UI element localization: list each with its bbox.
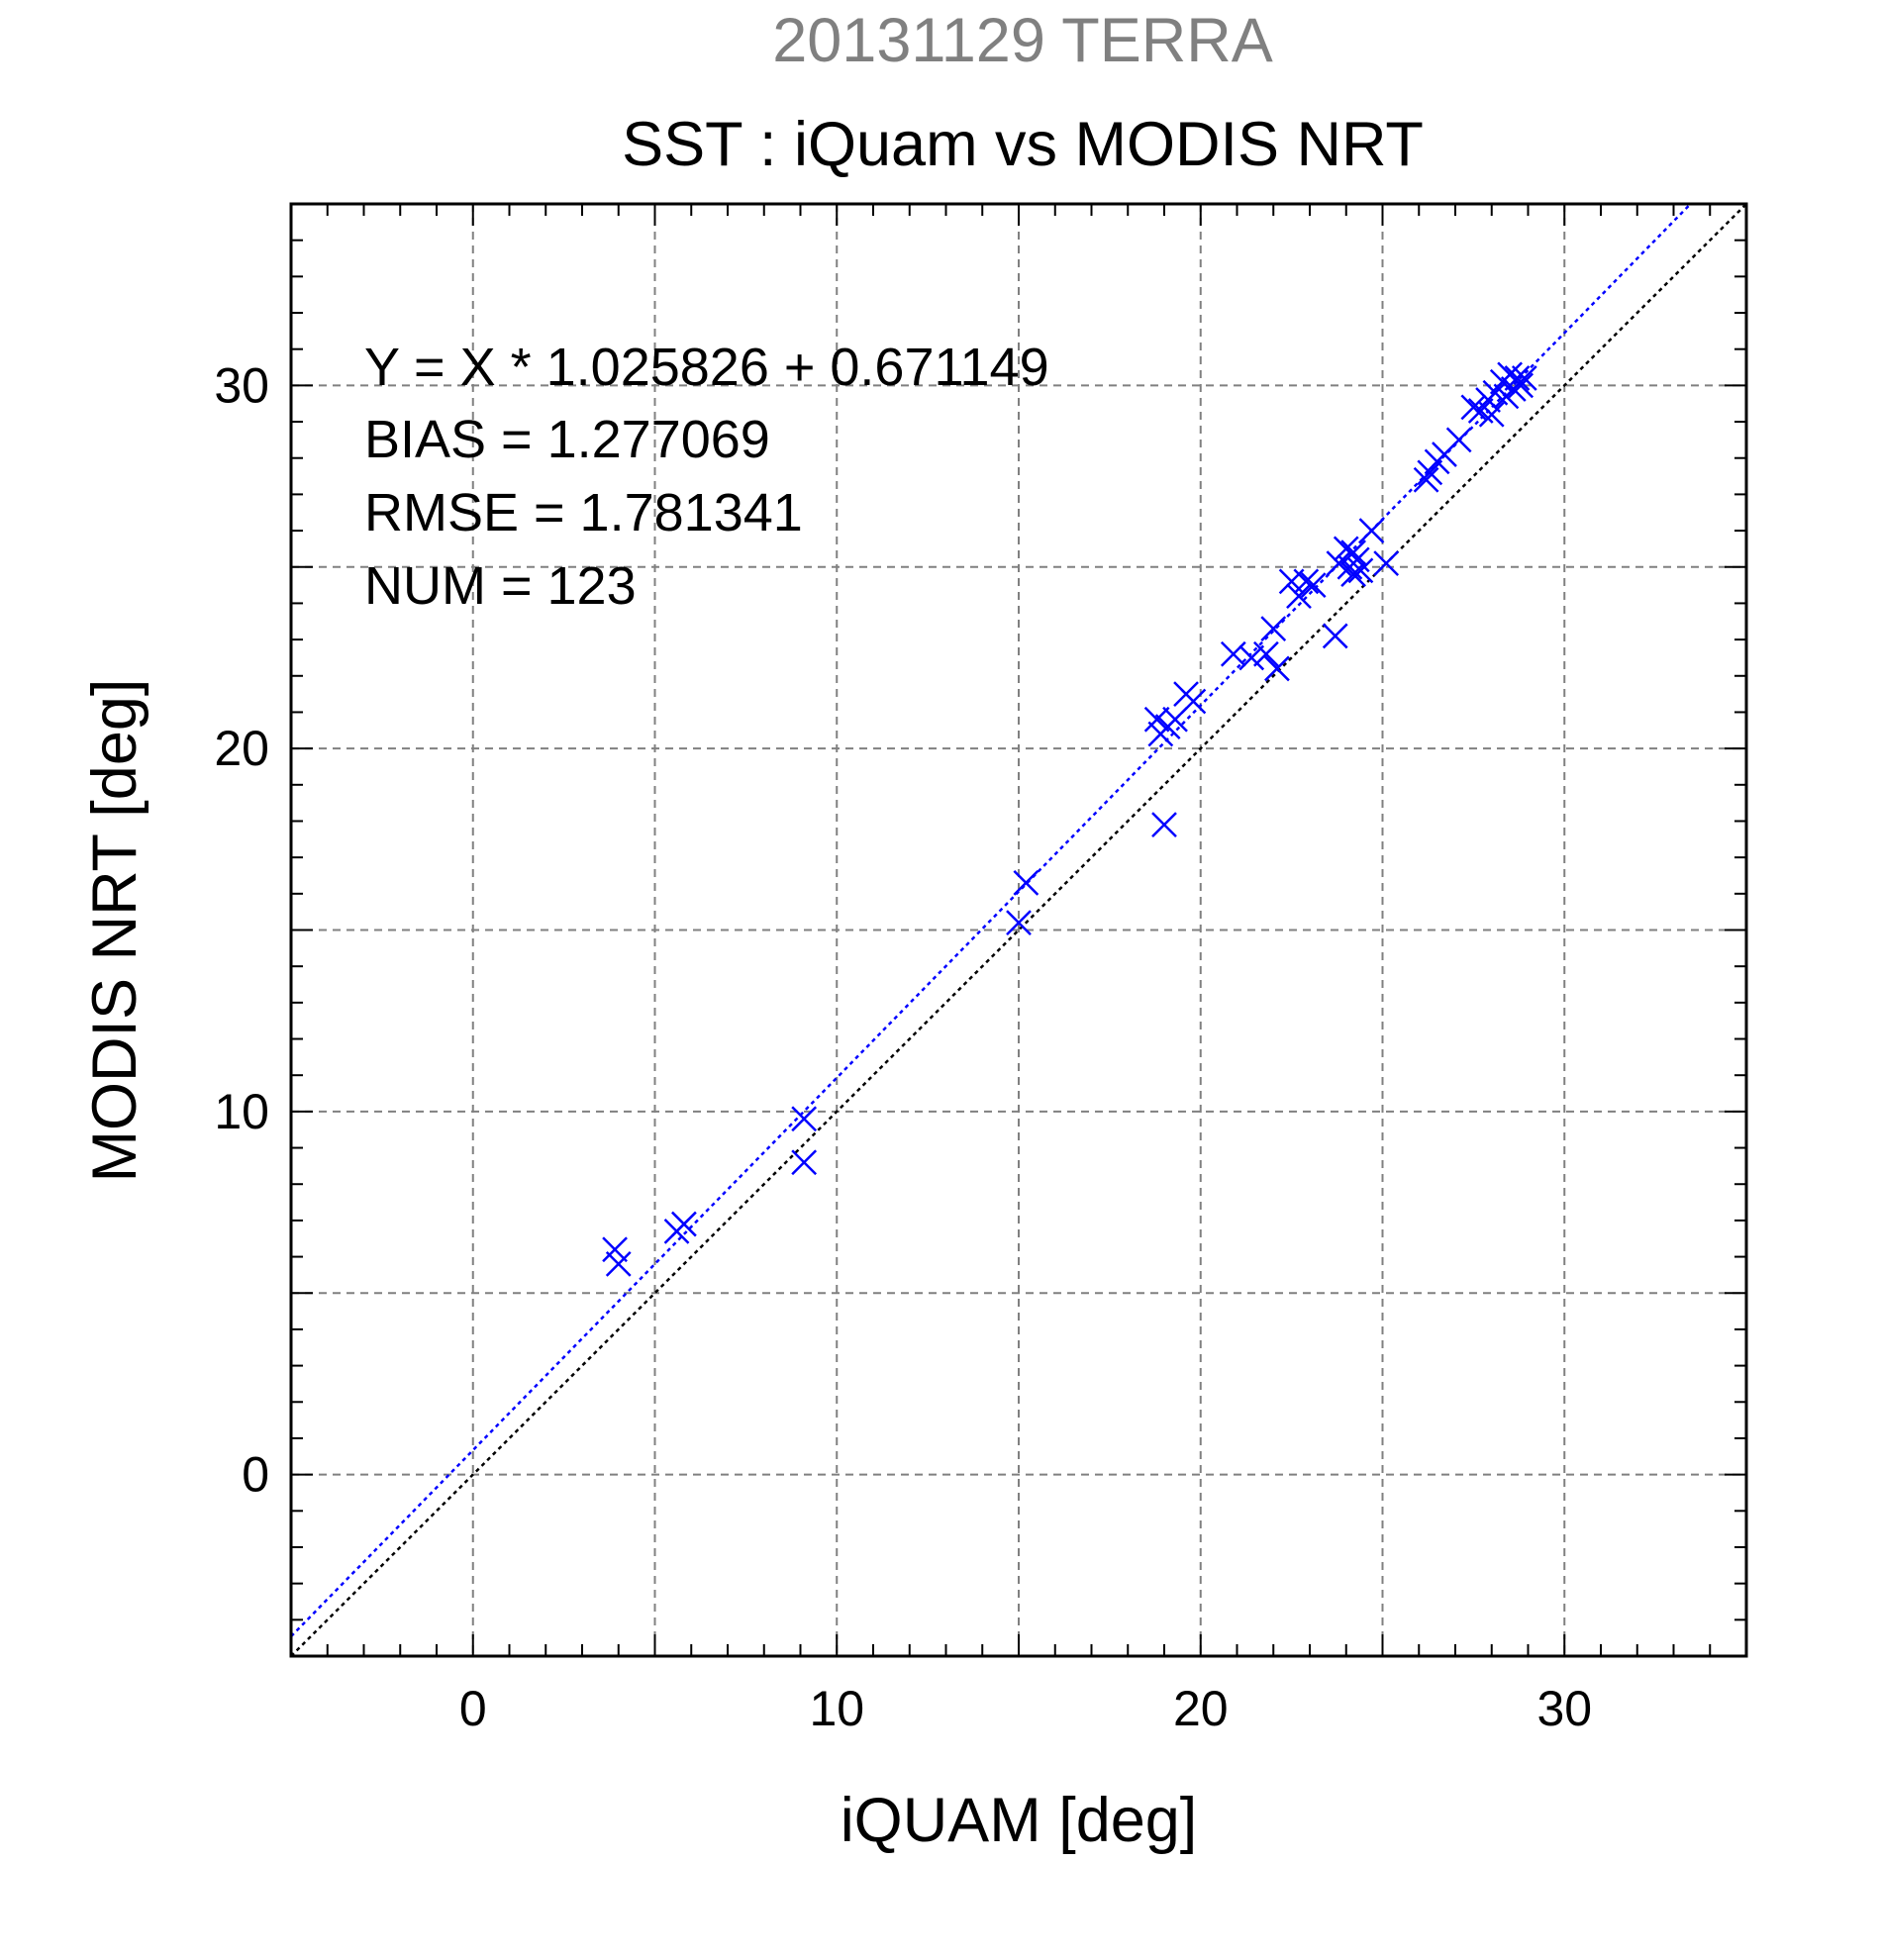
y-tick-label: 30 (214, 357, 269, 413)
x-tick-label: 0 (459, 1681, 487, 1736)
stats-annotations: Y = X * 1.025826 + 0.671149 BIAS = 1.277… (364, 338, 1049, 616)
num-annotation: NUM = 123 (364, 556, 637, 616)
data-point (1460, 394, 1487, 421)
data-point (1508, 372, 1534, 399)
data-point (1264, 655, 1290, 682)
data-point (1413, 466, 1439, 493)
y-axis-label: MODIS NRT [deg] (80, 679, 149, 1183)
data-point (605, 1251, 632, 1277)
y-tick-label: 20 (214, 721, 269, 776)
rmse-annotation: RMSE = 1.781341 (364, 483, 803, 542)
fit-equation-annotation: Y = X * 1.025826 + 0.671149 (364, 338, 1049, 397)
data-point (602, 1236, 628, 1263)
data-point (1143, 706, 1170, 733)
data-point (1260, 616, 1287, 641)
y-tick-label: 10 (214, 1084, 269, 1139)
data-point (671, 1211, 697, 1237)
chart-title: SST : iQuam vs MODIS NRT (622, 110, 1424, 179)
tick-labels: 0 10 20 30 0 10 20 30 (214, 357, 1592, 1736)
data-point (791, 1149, 818, 1176)
data-point (1180, 688, 1207, 715)
data-point (1300, 572, 1327, 598)
data-point (1293, 568, 1320, 595)
bias-annotation: BIAS = 1.277069 (364, 410, 770, 469)
data-point (1417, 459, 1443, 486)
data-point (1445, 427, 1472, 453)
x-tick-label: 20 (1173, 1681, 1229, 1736)
x-tick-label: 10 (809, 1681, 864, 1736)
data-point (1286, 583, 1312, 609)
data-point (1322, 623, 1348, 649)
data-point (1340, 539, 1366, 565)
data-point (1151, 812, 1177, 838)
data-point (1347, 557, 1374, 584)
data-point (1511, 365, 1537, 391)
data-point (1006, 910, 1032, 936)
data-points (602, 361, 1537, 1277)
data-point (1013, 869, 1040, 896)
data-point (791, 1106, 818, 1132)
x-tick-label: 30 (1536, 1681, 1592, 1736)
y-tick-label: 0 (242, 1447, 269, 1503)
one-to-one-line (291, 204, 1746, 1656)
data-point (1253, 640, 1279, 667)
data-point (1238, 644, 1265, 671)
data-point (1358, 518, 1385, 543)
chart-super-title: 20131129 TERRA (772, 6, 1273, 75)
data-point (1373, 550, 1400, 576)
data-point (1504, 365, 1531, 391)
data-point (1478, 401, 1505, 428)
axis-ticks (290, 203, 1747, 1657)
data-point (1340, 561, 1366, 587)
x-axis-label: iQUAM [deg] (841, 1786, 1198, 1855)
